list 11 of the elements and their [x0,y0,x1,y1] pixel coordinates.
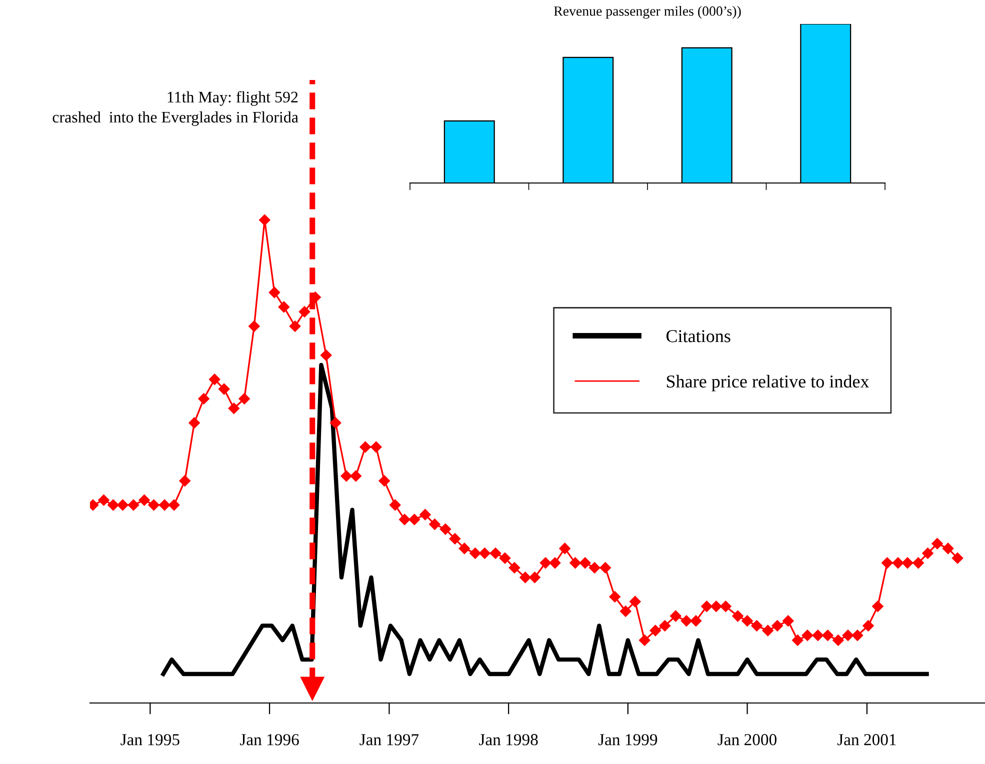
x-tick-label: Jan 1997 [360,734,419,746]
x-tick-label: Jan 1998 [479,734,538,746]
x-tick-label: Jan 1999 [598,734,658,746]
x-tick-label: Jan 2000 [718,734,776,746]
legend-label: Share price relative to index [666,374,870,392]
x-tick-label: Jan 1995 [120,734,180,746]
x-tick-label: Jan 1996 [240,734,299,746]
chart-title: Revenue passenger miles (000’s)) [554,6,741,19]
legend-label: Citations [666,330,730,342]
x-tick-label: Jan 2001 [837,734,896,746]
ref-line-label: 11th May: flight 592 crashed into the Everglades in Florida [52,91,298,126]
